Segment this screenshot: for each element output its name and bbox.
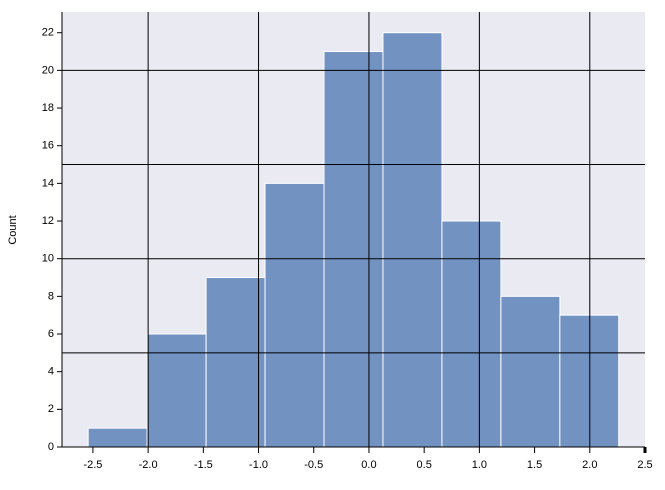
x-tick-label: -2.5 [83,459,102,471]
y-tick-label: 14 [42,177,54,189]
y-tick-label: 6 [48,328,54,340]
x-tick-label: -0.5 [304,459,323,471]
y-tick-label: 18 [42,102,54,114]
y-tick-label: 16 [42,140,54,152]
x-tick-label: -1.5 [194,459,213,471]
y-tick-label: 22 [42,27,54,39]
bar [146,333,207,448]
y-axis-label: Count [7,215,19,244]
x-tick-label: 0.5 [417,459,432,471]
y-tick-label: 20 [42,64,54,76]
x-tick-label: 2.0 [582,459,597,471]
bar [264,182,325,448]
x-tick-label: 2.5 [637,459,652,471]
bar [87,427,148,448]
bar [382,32,443,448]
x-tick-label: 1.5 [527,459,542,471]
y-tick-label: 0 [48,441,54,453]
bar [500,295,561,448]
y-tick-label: 8 [48,290,54,302]
bar [441,220,502,448]
x-tick-label: -1.0 [249,459,268,471]
y-tick-label: 2 [48,403,54,415]
bar [323,51,384,448]
y-tick-label: 4 [48,366,54,378]
x-tick-label: 0.0 [361,459,376,471]
y-tick-label: 12 [42,215,54,227]
y-tick-label: 10 [42,253,54,265]
bar [205,277,266,448]
x-tick-label: 1.0 [472,459,487,471]
x-tick-label: -2.0 [139,459,158,471]
